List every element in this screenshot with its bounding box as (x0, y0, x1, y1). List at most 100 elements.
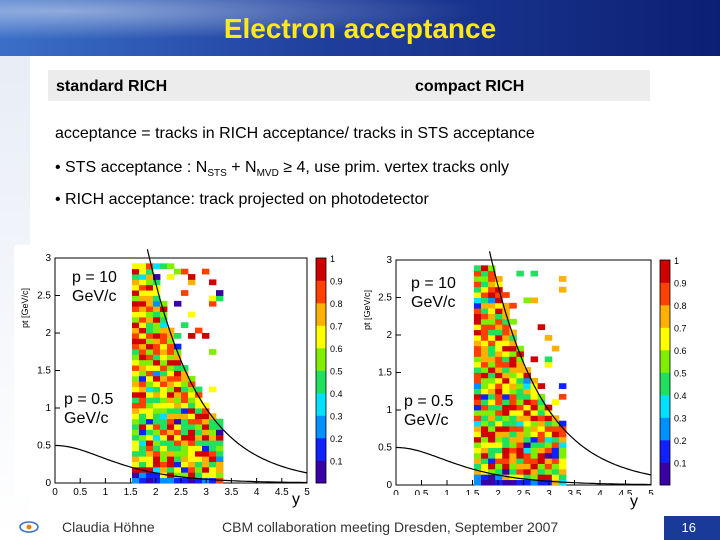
heatmap-cell (488, 468, 496, 475)
heatmap-cell (160, 381, 168, 387)
heatmap-cell (181, 268, 189, 275)
heatmap-cell (502, 474, 510, 481)
heatmap-cell (181, 391, 189, 398)
heatmap-cell (195, 408, 203, 414)
heatmap-cell (181, 440, 189, 446)
heatmap-cell (132, 290, 140, 296)
heatmap-cell (558, 452, 567, 459)
heatmap-cell (544, 474, 553, 481)
heatmap-cell (146, 375, 154, 382)
heatmap-cell (188, 311, 196, 318)
heatmap-cell (167, 370, 175, 377)
heatmap-cell (551, 447, 560, 454)
heatmap-cell (537, 324, 546, 331)
heatmap-cell (473, 286, 482, 293)
heatmap-cell (488, 383, 496, 389)
heatmap-cell (160, 263, 168, 270)
colorbar-swatch (316, 280, 326, 304)
x-axis-title: y (630, 493, 638, 510)
heatmap-cell (139, 402, 147, 409)
heatmap-cell (209, 413, 217, 420)
heatmap-cell (153, 445, 161, 452)
heatmap-cell (537, 431, 546, 438)
x-tick-label: 4 (254, 487, 260, 495)
heatmap-cell (167, 466, 175, 473)
heatmap-cell (153, 375, 161, 382)
heatmap-cell (216, 472, 224, 479)
heatmap-cell (132, 327, 140, 334)
heatmap-cell (488, 420, 496, 427)
heatmap-cell (509, 447, 517, 454)
y-tick-label: 2.5 (37, 291, 51, 302)
heatmap-cell (188, 333, 196, 339)
cbm-logo-icon (19, 521, 39, 533)
heatmap-cell (216, 424, 224, 430)
heatmap-cell (481, 340, 489, 347)
heatmap-cell (530, 388, 539, 395)
heatmap-cell (488, 361, 496, 368)
heatmap-cell (516, 345, 524, 352)
heatmap-cell (174, 343, 182, 350)
heatmap-cell (473, 276, 482, 282)
heatmap-cell (209, 295, 217, 302)
y-tick-label: 2.5 (378, 293, 392, 304)
heatmap-cell (146, 268, 154, 275)
heatmap-cell (530, 404, 539, 411)
heatmap-cell (516, 447, 524, 454)
heatmap-cell (509, 420, 517, 427)
heatmap-cell (509, 361, 517, 368)
heatmap-cell (481, 436, 489, 443)
heatmap-cell (473, 356, 482, 363)
heatmap-cell (139, 440, 147, 446)
colorbar-swatch (660, 417, 670, 441)
heatmap-cell (146, 359, 154, 366)
heatmap-cell (537, 426, 546, 432)
heatmap-cell (516, 474, 524, 481)
heatmap-cell (174, 472, 182, 479)
heatmap-cell (174, 434, 182, 441)
heatmap-cell (544, 458, 553, 464)
heatmap-cell (481, 286, 489, 293)
heatmap-cell (530, 458, 539, 464)
heatmap-cell (488, 313, 496, 320)
heatmap-cell (202, 440, 210, 446)
heatmap-cell (153, 279, 161, 286)
heatmap-cell (523, 479, 531, 486)
x-tick-label: 2 (153, 487, 159, 495)
heatmap-cell (530, 452, 539, 459)
heatmap-cell (181, 477, 189, 484)
x-tick-label: 5 (304, 487, 310, 495)
heatmap-cell (167, 343, 175, 350)
heatmap-cell (473, 452, 482, 459)
heatmap-cell (544, 479, 553, 486)
heatmap-cell (146, 295, 154, 302)
heatmap-cell (132, 338, 140, 345)
heatmap-cell (502, 442, 510, 448)
heatmap-cell (488, 302, 496, 309)
heatmap-cell (488, 367, 496, 373)
heatmap-cell (481, 404, 489, 411)
heatmap-cell (139, 408, 147, 414)
heatmap-cell (481, 361, 489, 368)
heatmap-cell (488, 452, 496, 459)
colorbar-tick-label: 0.5 (674, 369, 687, 379)
colorbar-swatch (660, 350, 670, 373)
heatmap-cell (509, 340, 517, 347)
heatmap-cell (174, 440, 182, 446)
heatmap-cell (473, 410, 482, 416)
heatmap-cell (530, 431, 539, 438)
heatmap-cell (523, 431, 531, 438)
heatmap-cell (132, 477, 140, 484)
heatmap-cell (530, 468, 539, 475)
heatmap-cell (188, 413, 196, 420)
heatmap-cell (488, 388, 496, 395)
heatmap-cell (209, 300, 217, 307)
heatmap-cell (146, 316, 154, 323)
heatmap-cell (558, 276, 567, 282)
y-tick-label: 0.5 (378, 443, 392, 454)
sts-acceptance-bullet: • STS acceptance : NSTS + NMVD ≥ 4, use … (55, 159, 509, 179)
heatmap-cell (481, 367, 489, 373)
heatmap-cell (502, 388, 510, 395)
heatmap-cell (502, 335, 510, 341)
heatmap-cell (216, 456, 224, 462)
